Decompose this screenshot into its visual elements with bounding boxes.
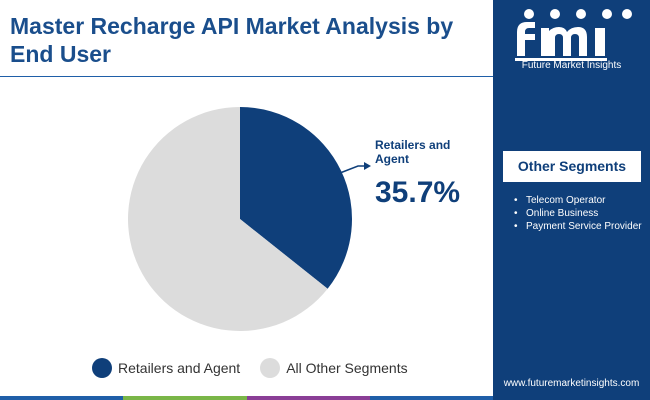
legend-label-retailers: Retailers and Agent [118,360,241,376]
bottom-color-bar [0,396,493,400]
legend-item: All Other Segments [260,358,408,378]
other-segments-list: Telecom Operator Online Business Payment… [514,194,642,233]
pie-chart [128,107,371,331]
bottom-bar-segment [0,396,124,400]
other-segments-title: Other Segments [503,151,641,182]
title-divider [0,76,493,77]
fmi-logo [515,9,632,61]
legend-item: Retailers and Agent [92,358,240,378]
list-item: Online Business [514,207,642,220]
chart-title: Master Recharge API Market Analysis by E… [10,13,454,67]
callout-label: Retailers and Agent [375,138,451,166]
callout-arrow [339,162,371,174]
legend-swatch-others [260,358,281,378]
callout-value: 35.7% [375,176,461,209]
pie-slice-retailers-and-agent [240,107,353,289]
bottom-bar-segment [123,396,247,400]
list-item: Telecom Operator [514,194,642,207]
legend-swatch-retailers [92,358,112,378]
bottom-bar-segment [246,396,370,400]
bottom-bar-segment [369,396,493,400]
list-item: Payment Service Provider [514,220,642,233]
pie-slices [128,107,353,331]
legend: Retailers and Agent All Other Segments [92,357,428,379]
logo-text: Future Market Insights [521,60,622,71]
website-link[interactable]: www.futuremarketinsights.com [503,378,640,389]
pie-slice-all-other-segments [128,107,328,331]
legend-label-others: All Other Segments [286,360,408,376]
